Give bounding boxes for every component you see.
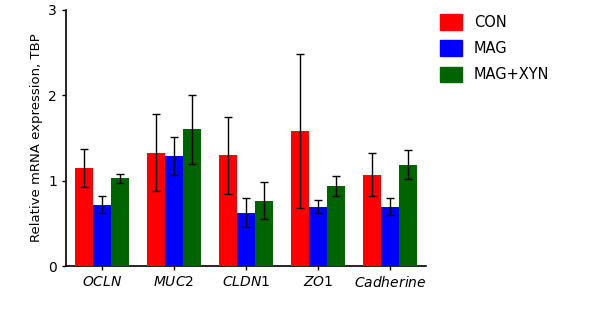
Bar: [399, 165, 417, 266]
Bar: [381, 206, 399, 266]
Bar: [327, 186, 345, 266]
Bar: [255, 201, 273, 266]
Bar: [93, 205, 111, 266]
Y-axis label: Relative mRNA expression, TBP: Relative mRNA expression, TBP: [29, 34, 43, 242]
Bar: [219, 155, 237, 266]
Bar: [75, 168, 93, 266]
Bar: [363, 175, 381, 266]
Bar: [291, 131, 309, 266]
Bar: [309, 206, 327, 266]
Legend: CON, MAG, MAG+XYN: CON, MAG, MAG+XYN: [440, 14, 550, 82]
Bar: [165, 156, 183, 266]
Bar: [237, 213, 255, 266]
Bar: [111, 178, 129, 266]
Bar: [183, 129, 201, 266]
Bar: [147, 152, 165, 266]
